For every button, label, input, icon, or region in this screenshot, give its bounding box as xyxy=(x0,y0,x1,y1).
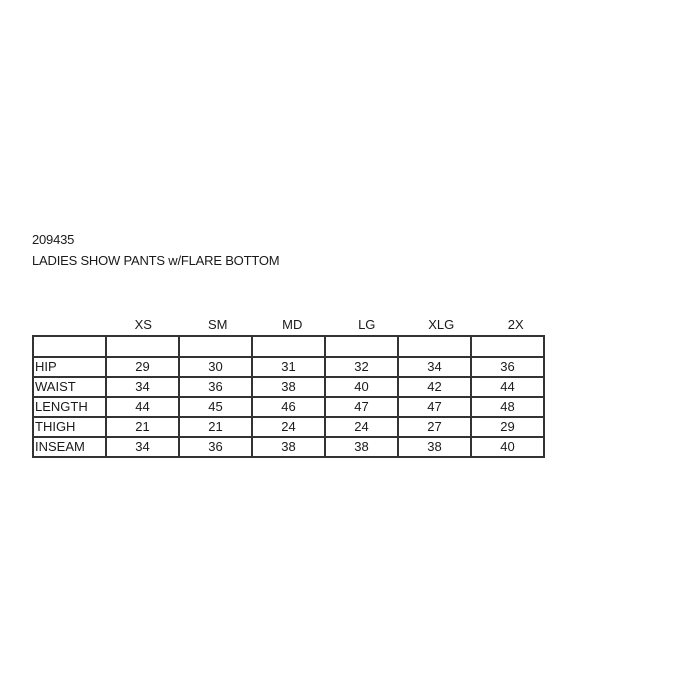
measurement-cell: 31 xyxy=(251,356,326,378)
measurement-cell: 21 xyxy=(105,416,180,438)
measurement-cell: 36 xyxy=(470,356,545,378)
row-label: LENGTH xyxy=(32,396,107,418)
table-row-length: LENGTH 44 45 46 47 47 48 xyxy=(32,396,545,418)
row-label: THIGH xyxy=(32,416,107,438)
blank-cell xyxy=(324,335,399,358)
product-code: 209435 xyxy=(32,232,75,247)
measurement-cell: 27 xyxy=(397,416,472,438)
blank-cell xyxy=(470,335,545,358)
measurement-cell: 21 xyxy=(178,416,253,438)
blank-row xyxy=(32,335,545,358)
measurement-cell: 47 xyxy=(324,396,399,418)
header-spacer xyxy=(32,317,106,332)
row-label: INSEAM xyxy=(32,436,107,458)
measurement-cell: 36 xyxy=(178,376,253,398)
table-row-hip: HIP 29 30 31 32 34 36 xyxy=(32,356,545,378)
row-label: HIP xyxy=(32,356,107,378)
size-header-xs: XS xyxy=(134,317,152,332)
blank-cell xyxy=(397,335,472,358)
measurement-cell: 29 xyxy=(470,416,545,438)
size-header-md: MD xyxy=(282,317,303,332)
measurement-cell: 42 xyxy=(397,376,472,398)
row-label: WAIST xyxy=(32,376,107,398)
blank-cell xyxy=(251,335,326,358)
measurement-cell: 36 xyxy=(178,436,253,458)
measurement-cell: 45 xyxy=(178,396,253,418)
measurement-cell: 34 xyxy=(397,356,472,378)
measurement-cell: 38 xyxy=(324,436,399,458)
measurement-cell: 40 xyxy=(324,376,399,398)
table-row-waist: WAIST 34 36 38 40 42 44 xyxy=(32,376,545,398)
measurement-cell: 46 xyxy=(251,396,326,418)
size-header-xlg: XLG xyxy=(428,317,455,332)
measurement-cell: 38 xyxy=(251,376,326,398)
size-header-sm: SM xyxy=(208,317,228,332)
table-row-inseam: INSEAM 34 36 38 38 38 40 xyxy=(32,436,545,458)
blank-cell xyxy=(105,335,180,358)
size-chart-table: HIP 29 30 31 32 34 36 WAIST 34 36 38 40 42 44 LENGTH 44… xyxy=(32,335,545,458)
blank-cell xyxy=(32,335,107,358)
size-header-2x: 2X xyxy=(507,317,524,332)
measurement-cell: 30 xyxy=(178,356,253,378)
product-title: LADIES SHOW PANTS w/FLARE BOTTOM xyxy=(32,253,280,268)
measurement-cell: 48 xyxy=(470,396,545,418)
measurement-cell: 32 xyxy=(324,356,399,378)
blank-cell xyxy=(178,335,253,358)
measurement-cell: 47 xyxy=(397,396,472,418)
measurement-cell: 34 xyxy=(105,376,180,398)
measurement-cell: 29 xyxy=(105,356,180,378)
table-row-thigh: THIGH 21 21 24 24 27 29 xyxy=(32,416,545,438)
measurement-cell: 40 xyxy=(470,436,545,458)
measurement-cell: 44 xyxy=(470,376,545,398)
measurement-cell: 24 xyxy=(251,416,326,438)
size-header-lg: LG xyxy=(358,317,376,332)
size-headers: XS SM MD LG XLG 2X xyxy=(32,317,553,332)
measurement-cell: 38 xyxy=(251,436,326,458)
measurement-cell: 24 xyxy=(324,416,399,438)
measurement-cell: 34 xyxy=(105,436,180,458)
measurement-cell: 38 xyxy=(397,436,472,458)
measurement-cell: 44 xyxy=(105,396,180,418)
